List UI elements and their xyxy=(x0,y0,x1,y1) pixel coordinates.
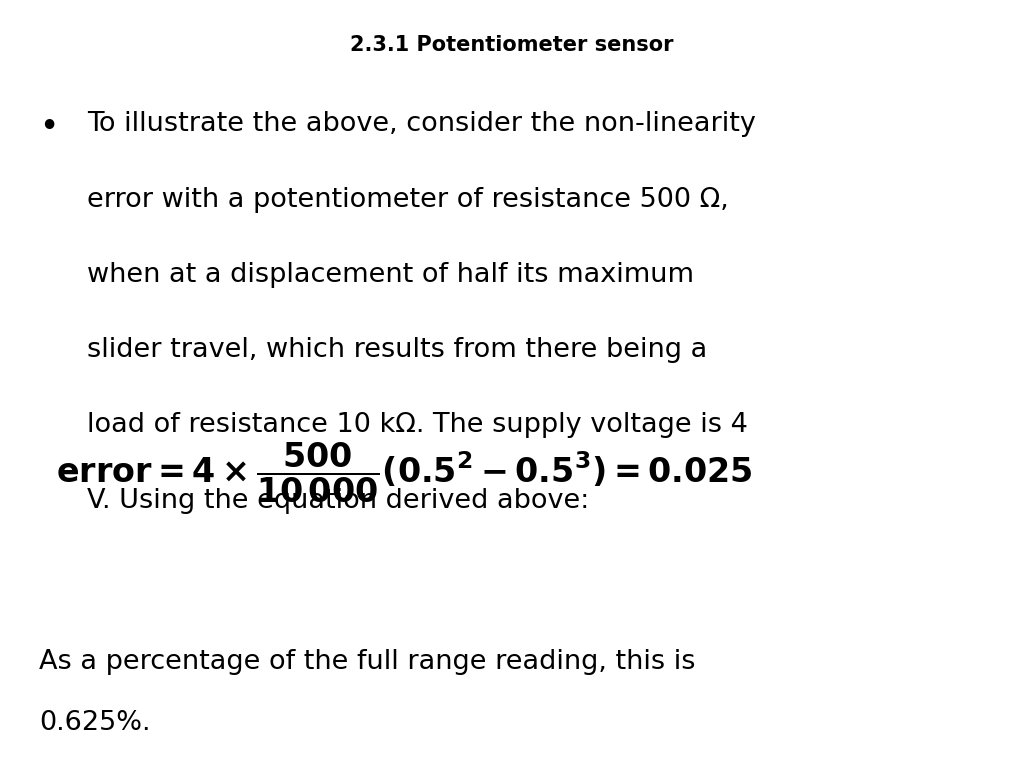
Text: load of resistance 10 kΩ. The supply voltage is 4: load of resistance 10 kΩ. The supply vol… xyxy=(87,412,748,439)
Text: As a percentage of the full range reading, this is: As a percentage of the full range readin… xyxy=(39,649,695,675)
Text: slider travel, which results from there being a: slider travel, which results from there … xyxy=(87,337,708,363)
Text: V. Using the equation derived above:: V. Using the equation derived above: xyxy=(87,488,589,514)
Text: when at a displacement of half its maximum: when at a displacement of half its maxim… xyxy=(87,262,694,288)
Text: $\mathbf{error = 4 \times \dfrac{500}{10\,000}(0.5^2 - 0.5^3) = 0.025}$: $\mathbf{error = 4 \times \dfrac{500}{10… xyxy=(56,440,753,505)
Text: error with a potentiometer of resistance 500 Ω,: error with a potentiometer of resistance… xyxy=(87,187,729,213)
Text: To illustrate the above, consider the non-linearity: To illustrate the above, consider the no… xyxy=(87,111,756,137)
Text: •: • xyxy=(39,111,58,144)
Text: 0.625%.: 0.625%. xyxy=(39,710,151,737)
Text: 2.3.1 Potentiometer sensor: 2.3.1 Potentiometer sensor xyxy=(350,35,674,55)
